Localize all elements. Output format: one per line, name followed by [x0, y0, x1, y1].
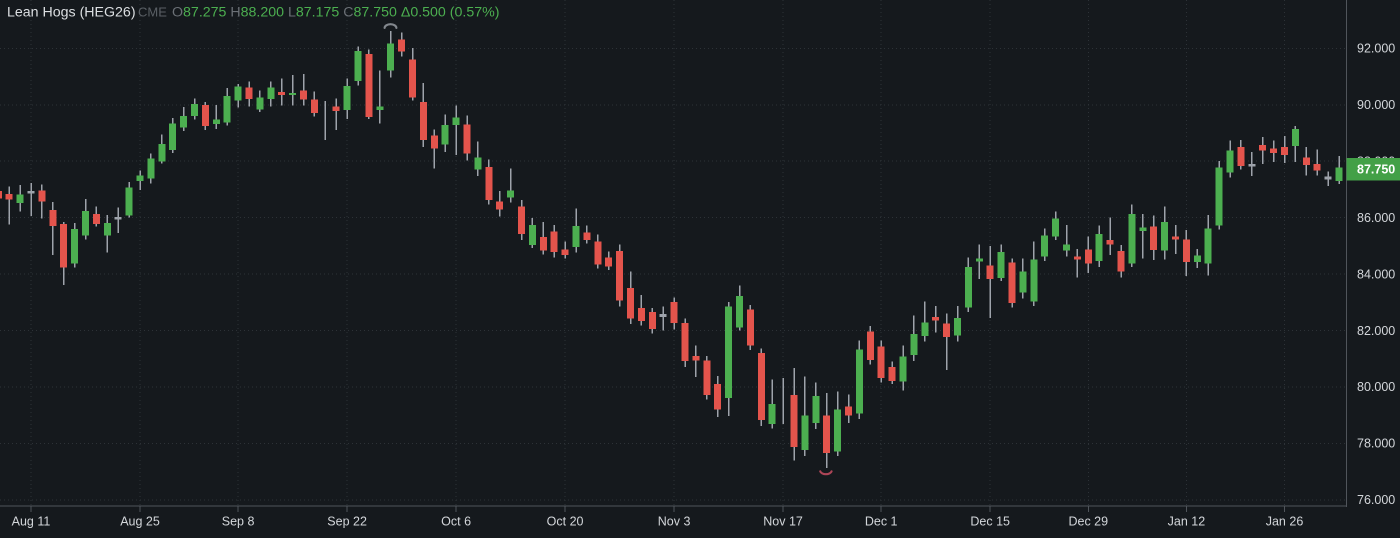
svg-text:Dec 15: Dec 15: [970, 515, 1010, 529]
svg-text:Nov 17: Nov 17: [763, 515, 803, 529]
svg-text:82.000: 82.000: [1357, 324, 1395, 338]
svg-text:O87.275 H88.200 L87.175 C87.75: O87.275 H88.200 L87.175 C87.750 Δ0.500 (…: [172, 5, 499, 21]
svg-text:Sep 22: Sep 22: [327, 515, 367, 529]
svg-text:Jan 26: Jan 26: [1266, 515, 1304, 529]
svg-text:92.000: 92.000: [1357, 42, 1395, 56]
svg-text:Lean Hogs (HEG26): Lean Hogs (HEG26): [7, 5, 136, 21]
svg-text:Jan 12: Jan 12: [1168, 515, 1206, 529]
svg-text:CME: CME: [138, 5, 167, 20]
svg-text:Nov 3: Nov 3: [658, 515, 691, 529]
svg-text:76.000: 76.000: [1357, 493, 1395, 507]
svg-text:Oct 20: Oct 20: [547, 515, 584, 529]
svg-text:90.000: 90.000: [1357, 98, 1395, 112]
svg-text:Oct 6: Oct 6: [441, 515, 471, 529]
svg-text:87.750: 87.750: [1357, 163, 1395, 177]
svg-text:Aug 11: Aug 11: [12, 515, 51, 529]
svg-text:86.000: 86.000: [1357, 211, 1395, 225]
svg-text:80.000: 80.000: [1357, 380, 1395, 394]
svg-text:Sep 8: Sep 8: [222, 515, 255, 529]
svg-text:Aug 25: Aug 25: [120, 515, 160, 529]
svg-text:84.000: 84.000: [1357, 267, 1395, 281]
svg-text:Dec 1: Dec 1: [865, 515, 898, 529]
svg-text:Dec 29: Dec 29: [1068, 515, 1108, 529]
svg-text:78.000: 78.000: [1357, 437, 1395, 451]
